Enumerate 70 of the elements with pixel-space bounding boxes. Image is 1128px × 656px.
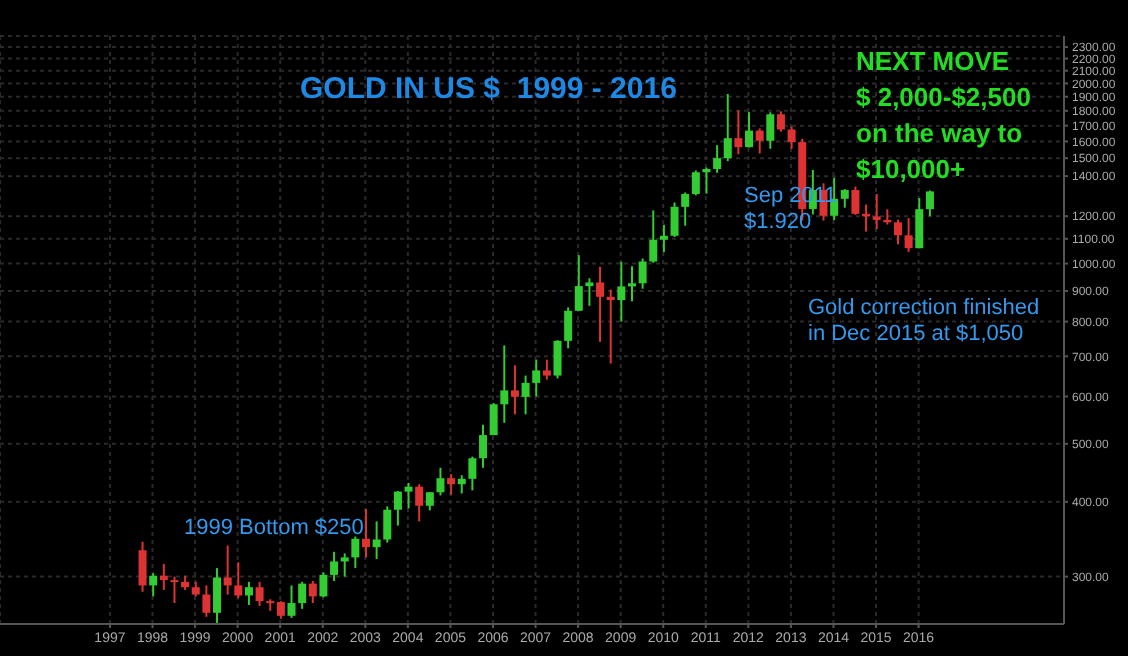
candlestick <box>213 567 222 624</box>
candlestick <box>596 265 605 343</box>
candlestick <box>202 584 211 618</box>
candlestick <box>542 358 551 381</box>
candlestick <box>532 358 541 398</box>
candlestick <box>468 455 477 492</box>
candlestick <box>606 288 615 365</box>
candlestick <box>585 277 594 307</box>
candlestick <box>787 125 796 150</box>
candlestick <box>904 217 913 253</box>
candlestick <box>255 580 264 607</box>
candlestick <box>404 482 413 510</box>
annotation: 1999 Bottom $250 <box>184 516 364 542</box>
candlestick <box>351 535 360 570</box>
candlestick <box>627 265 636 303</box>
candlestick <box>872 193 881 231</box>
annotation: Sep 2011 $1.920 <box>744 184 837 236</box>
candlestick <box>308 579 317 605</box>
candlestick <box>479 423 488 469</box>
candlestick <box>766 111 775 150</box>
candlestick <box>702 166 711 195</box>
candlestick <box>383 505 392 544</box>
candlestick <box>319 571 328 599</box>
candlestick <box>670 201 679 238</box>
candlestick <box>574 254 583 312</box>
candlestick <box>138 540 147 593</box>
candlestick <box>691 169 700 197</box>
candlestick <box>500 344 509 424</box>
candlestick <box>457 474 466 495</box>
candlestick <box>223 544 232 596</box>
candlestick <box>755 127 764 155</box>
candlestick <box>713 144 722 174</box>
candlestick <box>893 218 902 246</box>
candlestick <box>149 572 158 598</box>
candlestick <box>340 552 349 578</box>
candlestick <box>159 562 168 591</box>
candlestick <box>361 508 370 559</box>
candlestick <box>734 109 743 156</box>
annotation: NEXT MOVE $ 2,000-$2,500 on the way to $10,000+ <box>856 44 1031 188</box>
candlestick <box>330 550 339 582</box>
candlestick <box>681 191 690 227</box>
candlestick <box>617 260 626 323</box>
annotation: Gold correction finished in Dec 2015 at $1,050 <box>808 296 1040 348</box>
candlestick <box>925 189 934 218</box>
candlestick <box>851 185 860 216</box>
candlestick <box>745 111 754 149</box>
candlestick <box>170 575 179 605</box>
candlestick <box>415 483 424 523</box>
candlestick <box>287 584 296 619</box>
candlestick <box>436 466 445 497</box>
candlestick <box>915 197 924 250</box>
candlestick <box>649 209 658 264</box>
candlestick <box>489 401 498 437</box>
candlestick <box>425 491 434 512</box>
candlestick <box>638 257 647 290</box>
text: GOLD IN US $ 1999 - 2016 <box>300 72 677 106</box>
candlestick <box>659 223 668 254</box>
candlestick <box>564 306 573 350</box>
candlestick <box>234 561 243 600</box>
candlestick <box>723 93 732 163</box>
candlestick <box>553 339 562 380</box>
candlestick <box>393 489 402 527</box>
candlestick <box>447 473 456 496</box>
candlestick <box>510 364 519 416</box>
candlestick <box>521 374 530 416</box>
candlestick <box>372 520 381 561</box>
candlestick <box>298 580 307 610</box>
candlestick <box>776 110 785 133</box>
candlestick <box>244 580 253 606</box>
candlestick <box>840 188 849 209</box>
